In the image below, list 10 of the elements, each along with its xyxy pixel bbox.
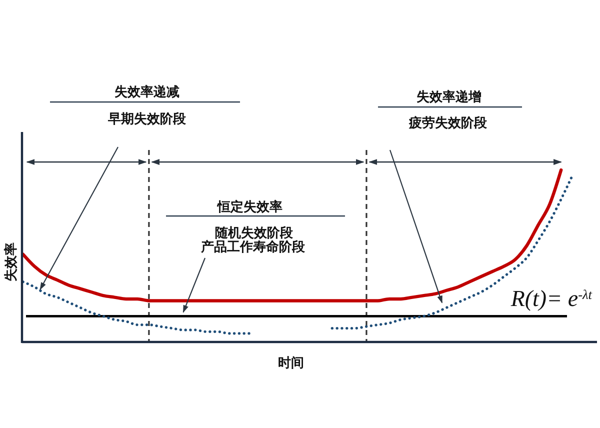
annotation: 产品工作寿命阶段	[200, 239, 306, 255]
ref-line-label: R(t)= e$^{-λt}$	[510, 286, 592, 312]
text: 疲劳失效阶段	[408, 115, 488, 131]
annotation: 随机失效阶段	[215, 226, 294, 241]
annotation: 恒定失效率	[216, 199, 282, 215]
y-axis-title: 失效率	[3, 242, 19, 282]
text: 失效率递减	[114, 84, 180, 100]
text: 早期失效阶段	[107, 112, 187, 127]
x-axis-title: 时间	[278, 356, 304, 371]
text: 失效率递增	[416, 89, 482, 105]
